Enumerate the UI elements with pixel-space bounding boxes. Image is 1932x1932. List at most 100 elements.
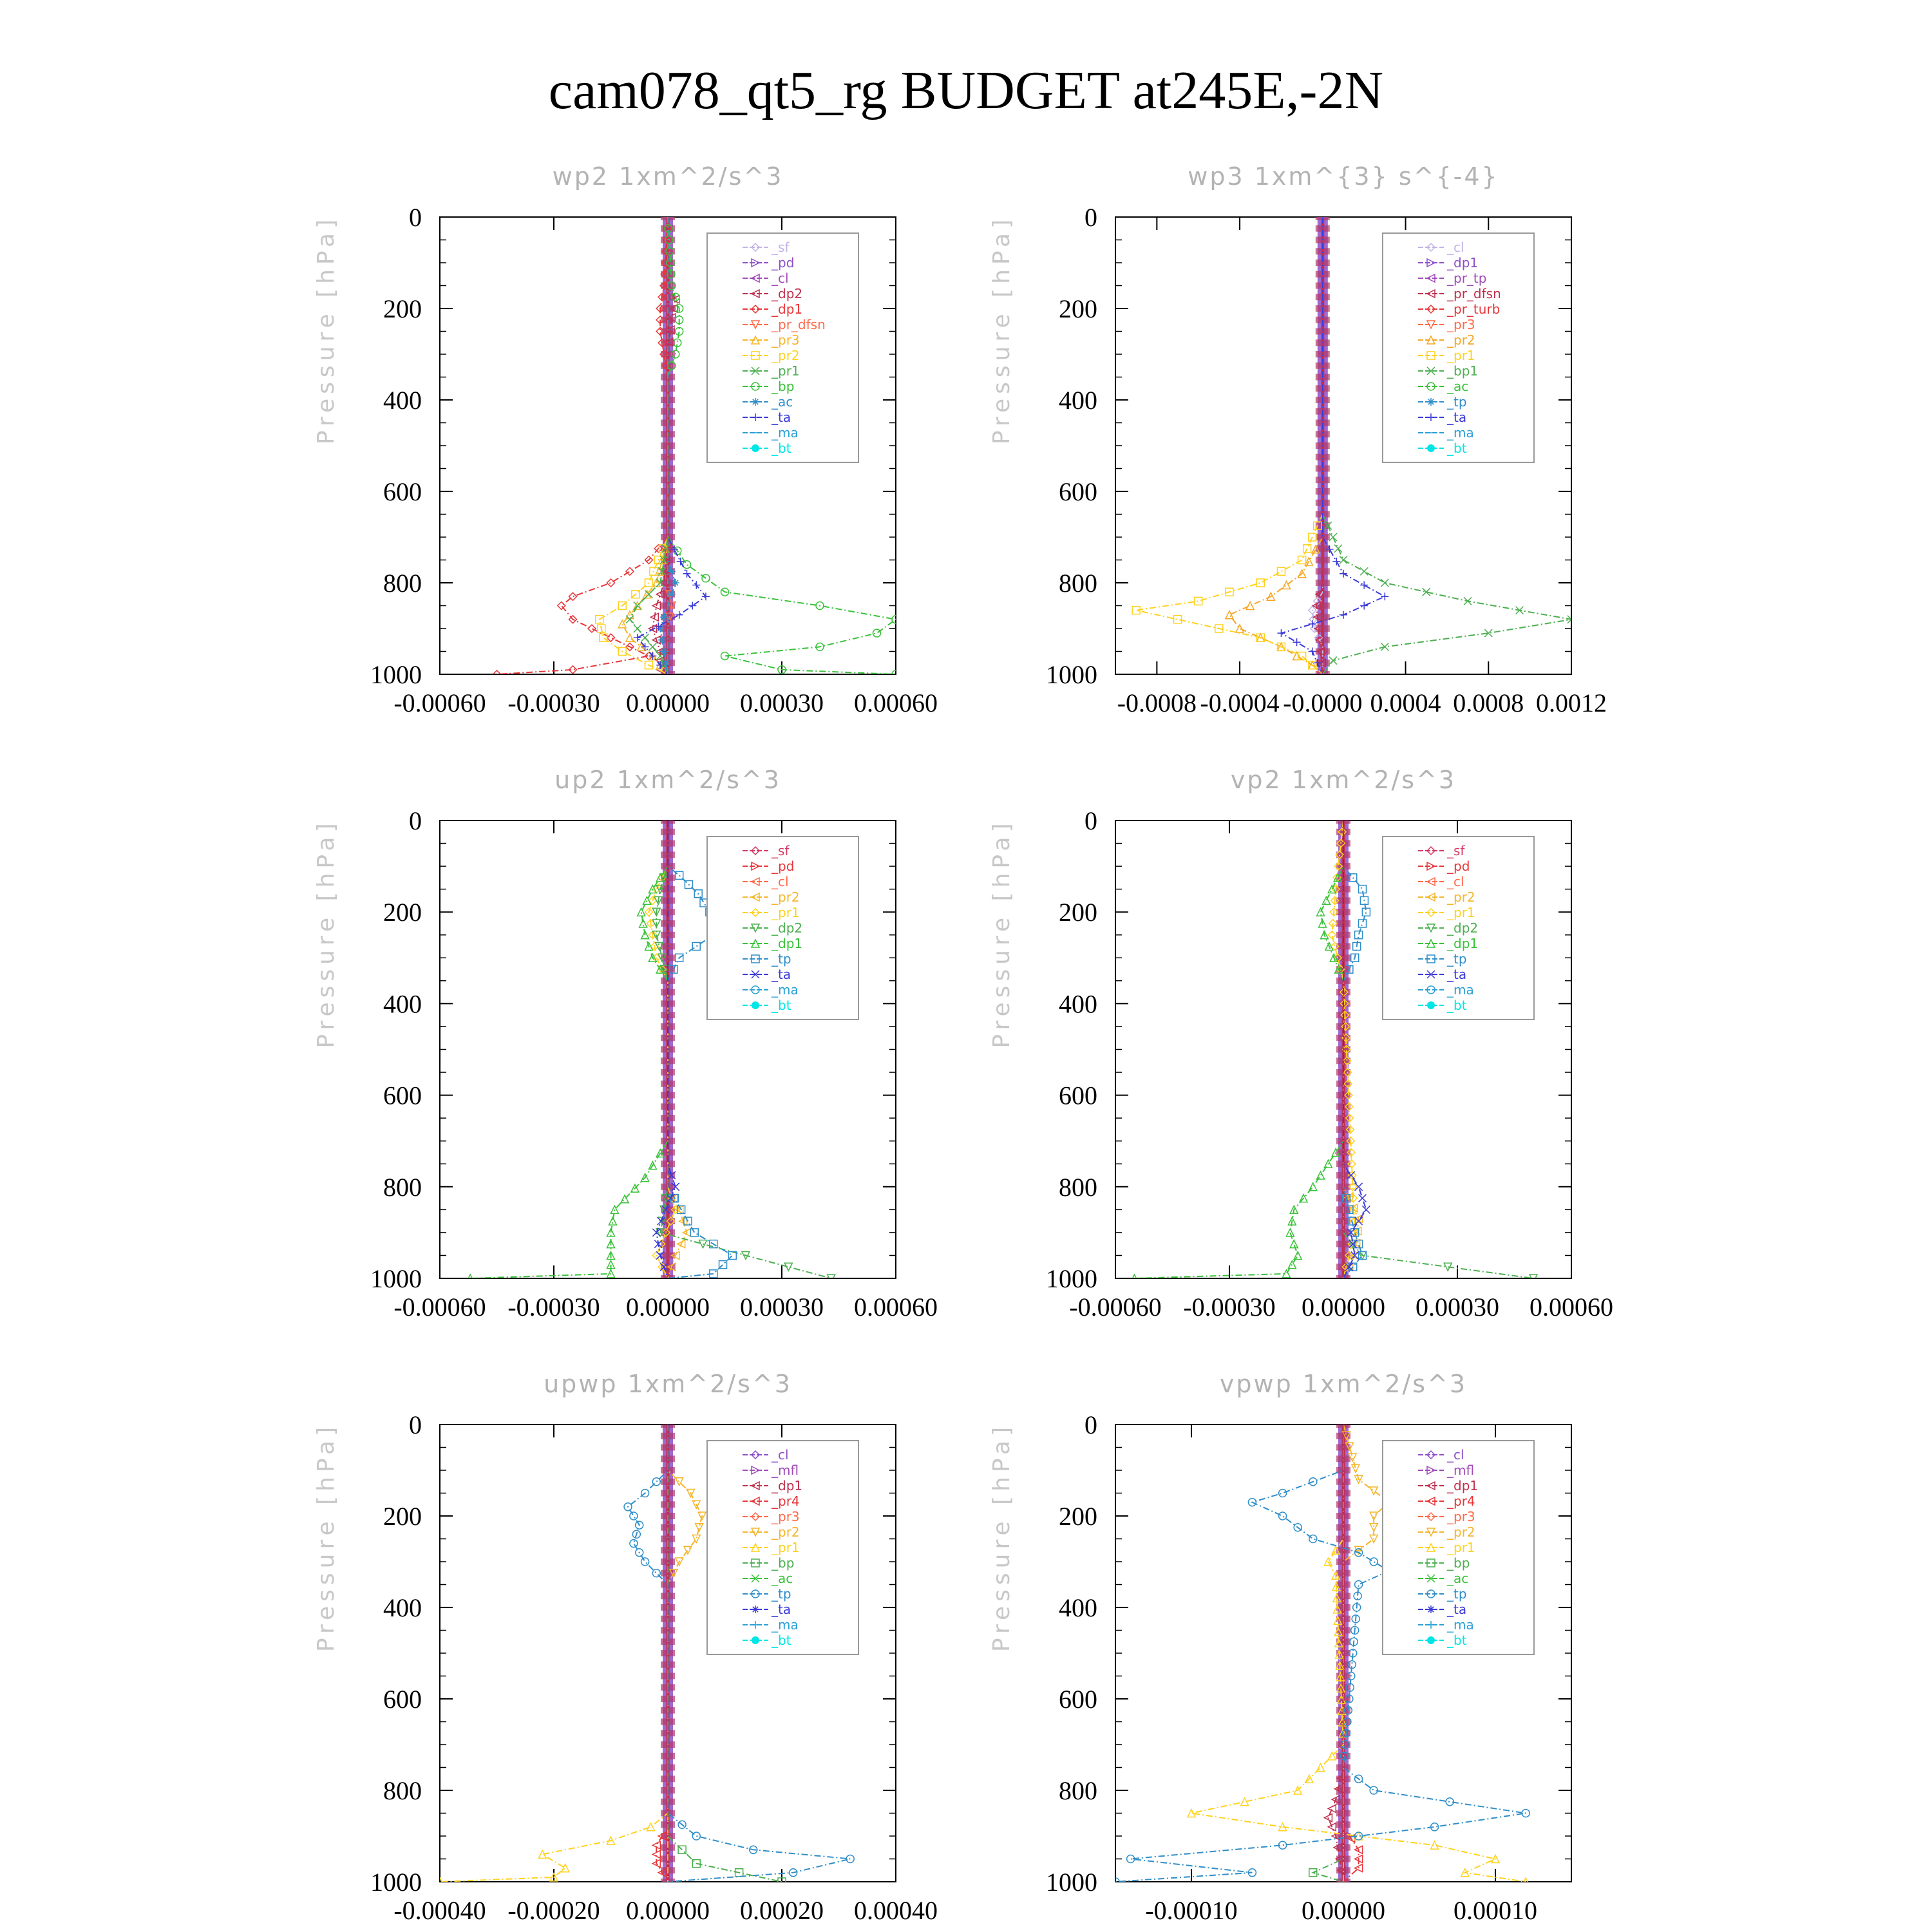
zero-line-marker: [1336, 1467, 1350, 1473]
legend-marker: [752, 444, 759, 452]
legend-label: _tp: [771, 1586, 791, 1602]
x-tick-label: -0.00020: [507, 1896, 600, 1925]
y-tick-label: 0: [1084, 1410, 1097, 1439]
zero-line-marker: [661, 954, 675, 961]
legend-marker: [1426, 876, 1435, 887]
legend-marker: [752, 1636, 759, 1644]
series-markers-dp2: [1348, 1239, 1539, 1278]
x-tick-label: 0.00000: [1302, 1293, 1385, 1321]
legend-marker: [1426, 861, 1436, 871]
zero-line-marker: [661, 1569, 675, 1577]
zero-line-marker: [1315, 351, 1330, 357]
legend-label: _pr1: [771, 1540, 800, 1555]
legend-marker: [750, 1481, 760, 1491]
legend-label: _pr2: [1446, 1524, 1475, 1540]
legend-marker: [1426, 954, 1435, 963]
legend-label: _pr2: [1446, 889, 1475, 905]
legend-label: _pr_dfsn: [771, 317, 826, 332]
legend-marker: [752, 1605, 759, 1613]
y-tick-label: 0: [1084, 203, 1097, 232]
x-tick-label: -0.00060: [393, 688, 486, 717]
series-line-ta: [1343, 820, 1367, 1278]
series-markers-pr2: [595, 544, 668, 670]
legend-label: _tp: [1446, 951, 1467, 967]
legend-label: _dp1: [1446, 1478, 1478, 1493]
x-tick-label: 0.00030: [1416, 1293, 1499, 1321]
legend-marker: [751, 985, 760, 994]
legend-label: _ta: [1446, 967, 1466, 982]
zero-line-marker: [1336, 1264, 1350, 1271]
x-tick-label: -0.00060: [1069, 1293, 1161, 1321]
legend-marker: [752, 1001, 759, 1009]
series-group: [1115, 1425, 1530, 1882]
legend-marker: [1426, 846, 1436, 856]
y-tick-label: 600: [383, 477, 422, 506]
series-markers-bp: [664, 224, 896, 674]
y-tick-label: 0: [409, 806, 422, 835]
zero-line-marker: [1315, 328, 1330, 335]
series-markers-bp: [677, 1845, 786, 1882]
legend-label: _pr1: [1446, 348, 1475, 363]
legend-marker: [1426, 335, 1436, 345]
legend-label: _bt: [1446, 998, 1467, 1013]
legend-marker: [1427, 413, 1435, 421]
legend-box: [1382, 1440, 1535, 1655]
legend-label: _cl: [771, 874, 789, 889]
figure-title: cam078_qt5_rg BUDGET at245E,-2N: [548, 61, 1384, 120]
legend-marker: [1426, 938, 1436, 948]
legend-label: _dp1: [1446, 255, 1478, 270]
zero-line-marker: [1315, 465, 1330, 472]
y-tick-label: 800: [1059, 1776, 1097, 1805]
legend-label: _tp: [1446, 394, 1467, 410]
legend-box: [1382, 232, 1535, 463]
zero-line-marker: [661, 1558, 675, 1565]
legend-label: _pd: [1446, 858, 1470, 874]
series-line-ta: [1280, 217, 1387, 674]
legend-marker: [1426, 985, 1435, 994]
zero-line-marker: [1336, 1535, 1350, 1542]
zero-line-marker: [1336, 1455, 1350, 1463]
legend-label: _ac: [771, 1571, 793, 1586]
series-markers-pr4: [651, 1831, 667, 1878]
legend-label: _sf: [771, 843, 790, 858]
legend-label: _pr1: [771, 905, 800, 920]
legend-label: _ta: [771, 967, 791, 982]
legend-marker: [750, 1496, 760, 1506]
y-axis-label: Pressure [hPa]: [989, 215, 1015, 444]
legend-label: _pr2: [771, 1524, 800, 1540]
legend-marker: [752, 1621, 759, 1629]
series-line-pr1: [1135, 217, 1323, 674]
legend-label: _mfl: [771, 1463, 799, 1478]
zero-line-marker: [661, 316, 675, 323]
series-line-bp: [1311, 1425, 1344, 1882]
zero-line-marker: [661, 828, 675, 835]
legend-label: _dp1: [771, 301, 802, 317]
legend-label: _ma: [771, 425, 799, 440]
zero-line-marker: [661, 1252, 675, 1259]
legend-label: _cl: [771, 270, 789, 286]
legend-marker: [1426, 1528, 1436, 1537]
zero-line-marker: [661, 1638, 675, 1645]
legend-marker: [1426, 1465, 1436, 1475]
y-axis-label: Pressure [hPa]: [313, 819, 339, 1048]
zero-line-marker: [1336, 1638, 1350, 1645]
legend-marker: [1426, 1558, 1435, 1567]
legend-label: _dp2: [771, 920, 802, 936]
series-markers-pr2: [668, 1477, 707, 1578]
legend-marker: [1426, 907, 1436, 918]
series-group: [468, 820, 836, 1278]
legend-marker: [1426, 1450, 1436, 1460]
zero-line-marker: [661, 1455, 675, 1463]
panel-vp2: vp2 1xm^2/s^3 Pressure [hPa] 0 200 400 600 800…: [989, 766, 1613, 1321]
y-tick-label: 400: [1059, 989, 1097, 1018]
y-tick-label: 600: [1059, 1685, 1097, 1714]
y-tick-label: 800: [383, 1173, 422, 1202]
x-tick-label: 0.00000: [626, 1896, 710, 1925]
legend-label: _dp1: [771, 1478, 802, 1493]
legend-marker: [1426, 1589, 1435, 1598]
legend-marker: [1427, 1001, 1435, 1009]
y-tick-label: 600: [1059, 1081, 1097, 1110]
zero-line-marker: [661, 260, 675, 266]
legend-marker: [1426, 304, 1436, 314]
legend-marker: [750, 304, 761, 314]
